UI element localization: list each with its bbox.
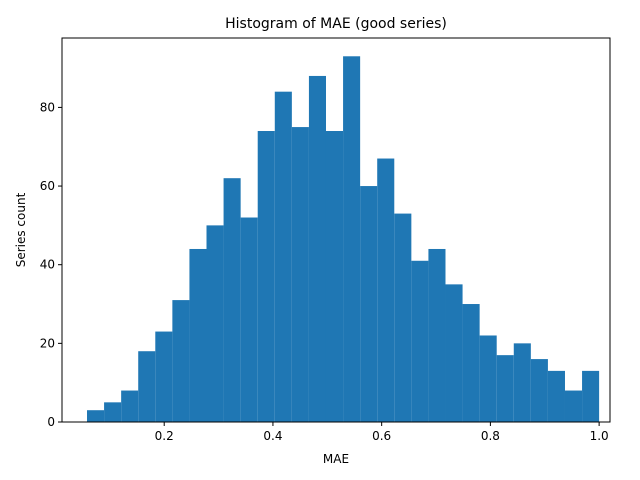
y-tick-label: 0 bbox=[47, 415, 55, 429]
bar bbox=[121, 390, 139, 422]
bar bbox=[223, 178, 241, 422]
bar bbox=[325, 131, 344, 423]
bar bbox=[428, 248, 446, 422]
bar bbox=[206, 225, 224, 422]
y-tick-label: 80 bbox=[40, 100, 55, 114]
bar bbox=[87, 410, 105, 422]
y-tick-label: 60 bbox=[40, 179, 55, 193]
bar bbox=[377, 158, 395, 422]
bar bbox=[513, 343, 531, 422]
bar bbox=[547, 370, 565, 422]
bar bbox=[394, 213, 412, 422]
bar bbox=[343, 56, 361, 423]
bar bbox=[189, 248, 207, 422]
x-tick-label: 0.4 bbox=[263, 429, 282, 443]
bar bbox=[479, 335, 497, 422]
bar bbox=[104, 402, 122, 422]
bar bbox=[257, 131, 275, 423]
bar bbox=[445, 284, 463, 422]
x-tick-label: 0.6 bbox=[372, 429, 391, 443]
x-tick-label: 0.2 bbox=[155, 429, 174, 443]
bar bbox=[240, 217, 258, 422]
bar bbox=[530, 359, 548, 422]
bar bbox=[155, 331, 173, 422]
x-tick-label: 0.8 bbox=[481, 429, 500, 443]
bar bbox=[582, 370, 600, 422]
bar bbox=[564, 390, 583, 422]
y-tick-label: 20 bbox=[40, 336, 55, 350]
bar bbox=[411, 260, 429, 422]
chart-title: Histogram of MAE (good series) bbox=[225, 16, 447, 32]
bar bbox=[360, 186, 378, 422]
bar bbox=[274, 91, 292, 422]
bar bbox=[496, 355, 514, 422]
bar bbox=[172, 300, 190, 422]
bar bbox=[308, 75, 326, 423]
plot-frame bbox=[61, 37, 611, 423]
y-tick-label: 40 bbox=[40, 258, 55, 272]
y-axis-label: Series count bbox=[14, 192, 28, 267]
bar bbox=[291, 127, 309, 422]
bar bbox=[138, 351, 156, 422]
bar bbox=[462, 304, 480, 422]
x-axis-label: MAE bbox=[323, 452, 349, 466]
x-tick-label: 1.0 bbox=[590, 429, 609, 443]
